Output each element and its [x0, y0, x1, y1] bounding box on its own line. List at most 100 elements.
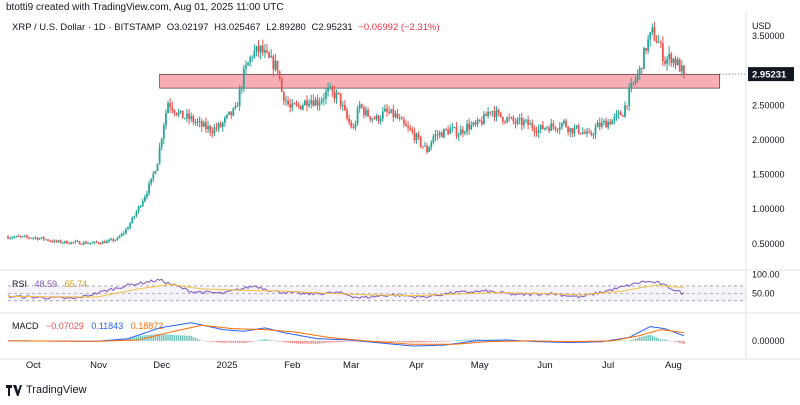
candle-body	[74, 241, 77, 243]
candle-body	[676, 59, 679, 66]
macd-histogram-bar	[354, 340, 357, 342]
candle-body	[628, 88, 631, 106]
candle-body	[45, 239, 47, 241]
candle-body	[59, 240, 62, 243]
macd-histogram-bar	[628, 340, 630, 342]
macd-signal-value: 0.18872	[130, 321, 164, 331]
candle-body	[520, 118, 523, 126]
candle-body	[470, 125, 473, 130]
rsi-name: RSI	[12, 279, 28, 289]
macd-histogram-bar	[323, 340, 325, 344]
macd-histogram-bar	[415, 340, 418, 343]
x-tick-label: Nov	[90, 360, 107, 371]
macd-histogram-bar	[670, 340, 672, 342]
candle-body	[567, 126, 570, 133]
currency-label[interactable]: USD	[752, 21, 772, 31]
macd-histogram-bar	[657, 338, 660, 341]
macd-histogram-bar	[344, 340, 346, 342]
candle-body	[247, 62, 249, 66]
macd-histogram-bar	[297, 340, 300, 344]
macd-histogram-bar	[470, 339, 472, 341]
candle-body	[143, 196, 146, 202]
candle-body	[643, 48, 645, 70]
macd-histogram-bar	[468, 339, 470, 341]
macd-histogram-bar	[636, 337, 639, 341]
candle-body	[339, 93, 342, 106]
candle-body	[544, 127, 546, 130]
candle-body	[565, 120, 567, 127]
macd-histogram-bar	[466, 339, 468, 341]
candle-body	[398, 117, 401, 119]
candle-body	[221, 122, 224, 127]
macd-histogram-bar	[649, 334, 651, 341]
candle-body	[649, 32, 652, 40]
candle-body	[651, 27, 654, 33]
symbol-legend[interactable]: XRP / U.S. Dollar · 1D · BITSTAMP O3.021…	[12, 22, 443, 33]
candle-body	[38, 238, 41, 240]
candle-body	[82, 242, 85, 245]
footer-brand[interactable]: TradingView	[6, 384, 87, 396]
candle-body	[514, 121, 517, 124]
macd-histogram-bar	[272, 340, 275, 341]
candle-body	[634, 79, 637, 83]
candle-body	[34, 237, 37, 239]
macd-histogram-bar	[192, 336, 195, 341]
candle-body	[240, 87, 243, 90]
candle-body	[116, 237, 119, 240]
macd-histogram-bar	[424, 340, 426, 343]
rsi-legend[interactable]: RSI 48.59 65.74	[12, 279, 92, 289]
candle-body	[434, 134, 437, 137]
macd-legend[interactable]: MACD −0.07029 0.11843 0.18872	[12, 321, 168, 331]
candle-body	[632, 82, 635, 84]
candle-body	[188, 113, 190, 120]
macd-histogram-bar	[352, 340, 355, 342]
candle-body	[217, 123, 220, 129]
macd-histogram-bar	[175, 335, 178, 341]
candle-body	[683, 65, 685, 75]
macd-line-value: 0.11843	[91, 321, 124, 331]
macd-histogram-bar	[617, 340, 620, 341]
candle-body	[672, 58, 675, 64]
macd-histogram-bar	[289, 340, 291, 343]
candle-body	[474, 122, 477, 125]
candle-body	[489, 111, 492, 113]
macd-histogram-bar	[167, 334, 169, 341]
candle-body	[263, 50, 266, 53]
candle-body	[573, 127, 576, 134]
candle-body	[129, 223, 132, 228]
candle-body	[581, 132, 584, 134]
x-tick-label: May	[471, 360, 489, 371]
macd-histogram-bar	[266, 339, 268, 341]
macd-histogram-bar	[474, 339, 477, 341]
macd-histogram-bar	[203, 340, 205, 342]
candle-body	[61, 242, 64, 244]
macd-histogram-bar	[405, 340, 407, 343]
candle-body	[207, 125, 209, 130]
candle-body	[173, 110, 176, 113]
candle-body	[51, 241, 54, 243]
candle-body	[680, 65, 683, 72]
candle-body	[19, 236, 22, 238]
candle-body	[177, 111, 180, 115]
candle-body	[72, 241, 75, 243]
candle-body	[537, 129, 540, 134]
macd-histogram-bar	[169, 334, 171, 341]
macd-histogram-bar	[438, 340, 441, 342]
candle-body	[485, 114, 487, 117]
macd-histogram-bar	[276, 340, 279, 342]
candle-body	[613, 116, 616, 120]
current-price-badge	[748, 67, 794, 82]
candle-body	[99, 243, 102, 245]
candle-body	[103, 241, 106, 244]
macd-histogram-bar	[327, 340, 329, 343]
candle-body	[666, 59, 668, 64]
candle-body	[42, 237, 45, 240]
candle-body	[78, 241, 81, 245]
macd-histogram-bar	[392, 340, 395, 343]
candle-body	[661, 43, 664, 62]
macd-histogram-bar	[302, 340, 304, 344]
candle-body	[487, 111, 490, 117]
macd-histogram-bar	[337, 340, 340, 343]
candle-body	[110, 239, 113, 240]
